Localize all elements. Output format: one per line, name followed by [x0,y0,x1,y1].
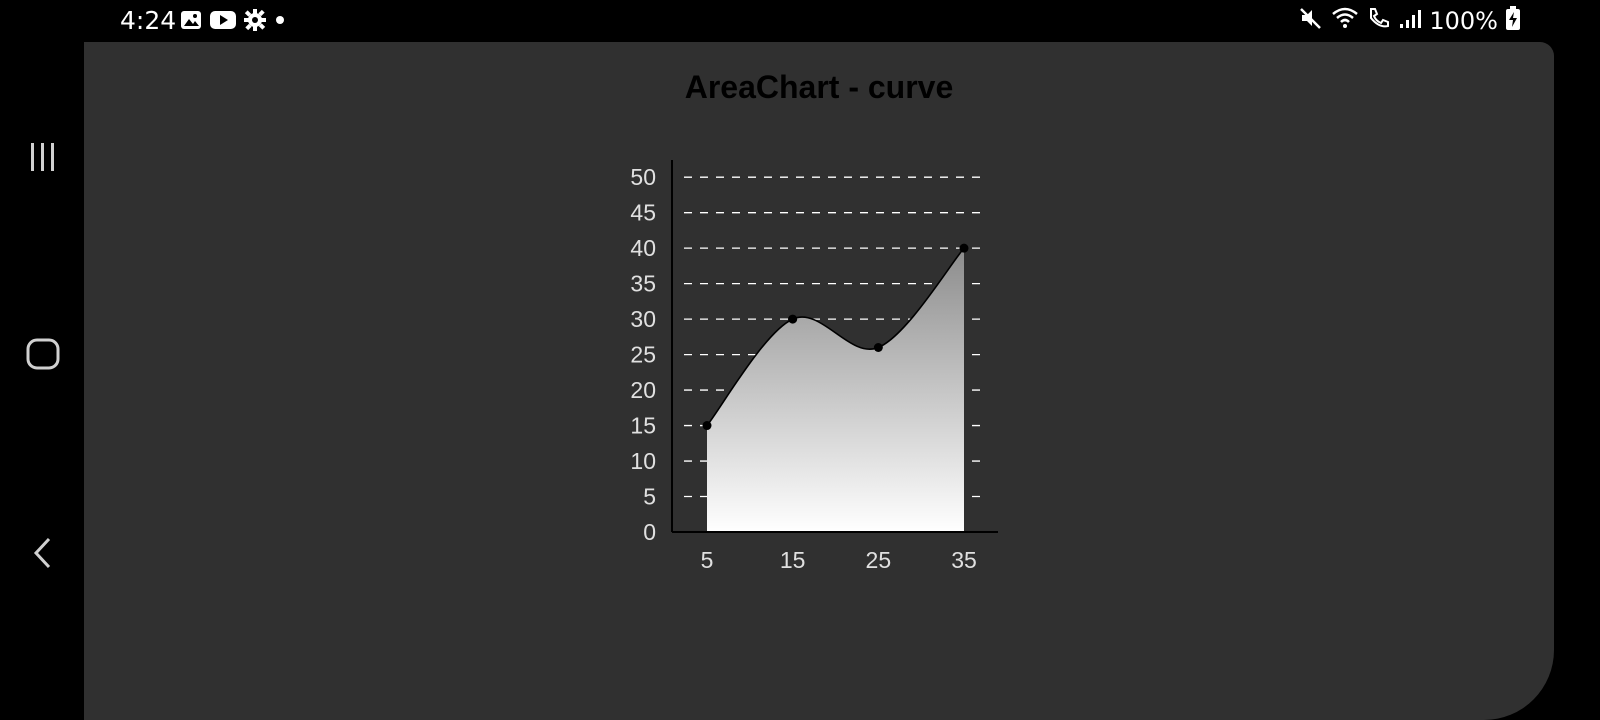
y-tick-label: 25 [630,342,656,368]
y-tick-label: 5 [643,484,656,510]
home-icon [26,337,60,375]
chart-title: AreaChart - curve [684,69,954,105]
x-tick-label: 35 [951,547,977,573]
y-tick-label: 50 [630,164,656,190]
status-time: 4:24 [120,6,177,35]
status-bar: 4:24 100% [0,0,1600,42]
settings-icon [244,9,266,35]
dot-icon [274,9,286,35]
recents-icon [28,141,58,177]
data-point [788,314,798,324]
y-tick-label: 35 [630,271,656,297]
y-tick-label: 45 [630,200,656,226]
series-line [706,247,965,427]
navigation-bar [0,42,84,720]
image-icon [180,9,202,35]
data-point [873,343,883,352]
y-tick-label: 40 [630,235,656,261]
recents-button[interactable] [22,138,64,180]
y-tick-label: 30 [630,306,656,332]
status-left-icons [180,9,286,35]
chart-screen: AreaChart - curve 0 5 10 15 20 25 30 35 40 45 50 5 1… [84,42,1554,720]
battery-charging-icon [1506,6,1520,36]
status-right: 100% [1299,6,1520,36]
x-tick-label: 25 [866,547,892,573]
data-point [702,421,712,431]
wifi-calling-icon [1367,6,1391,36]
y-tick-label: 10 [630,448,656,474]
x-tick-label: 15 [780,547,806,573]
y-tick-label: 20 [630,377,656,403]
youtube-icon [210,9,236,35]
signal-icon [1399,6,1422,36]
x-tick-label: 5 [701,547,714,573]
home-button[interactable] [22,335,64,377]
data-point [959,243,969,253]
back-button[interactable] [22,534,64,576]
area-fill [707,248,964,532]
wifi-icon [1331,6,1359,36]
battery-text: 100% [1429,7,1498,35]
y-tick-label: 15 [630,413,656,439]
y-tick-label: 0 [643,519,656,545]
back-icon [31,536,55,574]
area-chart: 0 5 10 15 20 25 30 35 40 45 50 5 15 25 35 [630,160,998,573]
mute-icon [1299,6,1323,36]
